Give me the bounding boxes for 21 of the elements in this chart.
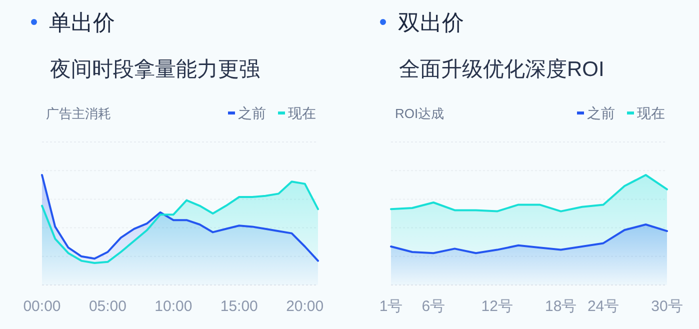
chart-title: 单出价 — [49, 10, 115, 35]
chart-subtitle: 夜间时段拿量能力更强 — [50, 58, 260, 81]
x-tick-label: 20:00 — [286, 298, 324, 315]
x-tick-label: 18号 — [545, 298, 577, 315]
x-tick-label: 24号 — [587, 298, 620, 315]
x-tick-label: 30号 — [651, 298, 683, 315]
x-tick-label: 1号 — [379, 298, 403, 315]
x-tick-label: 10:00 — [154, 298, 192, 315]
legend-label: 之前 — [587, 105, 615, 121]
x-tick-label: 05:00 — [88, 298, 126, 315]
chart-title: 双出价 — [398, 10, 464, 35]
y-axis-title: ROI达成 — [395, 106, 444, 121]
y-axis-title: 广告主消耗 — [46, 106, 111, 121]
x-tick-label: 12号 — [481, 298, 513, 315]
x-tick-label: 6号 — [422, 298, 446, 315]
legend-label: 现在 — [637, 105, 665, 121]
chart-subtitle: 全面升级优化深度ROI — [399, 58, 604, 81]
x-tick-label: 00:00 — [23, 298, 61, 315]
legend-label: 之前 — [238, 105, 266, 121]
x-tick-label: 15:00 — [220, 298, 258, 315]
legend-label: 现在 — [288, 105, 316, 121]
